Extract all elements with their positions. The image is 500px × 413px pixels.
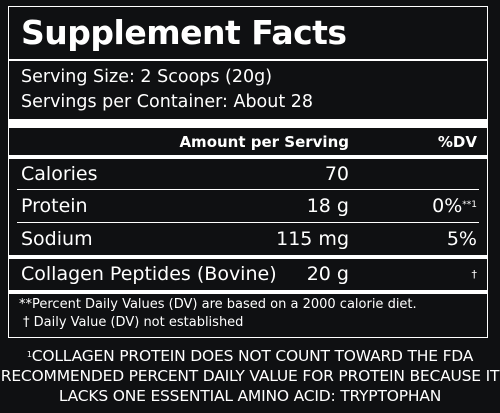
disclaimer-marker: 1 (26, 350, 32, 359)
nutrient-dv: 5% (446, 228, 477, 250)
disclaimer-line-2: RECOMMENDED PERCENT DAILY VALUE FOR PROT… (0, 367, 500, 385)
servings-per-container: Servings per Container: About 28 (21, 92, 314, 112)
nutrient-amount: 20 g (306, 263, 349, 285)
nutrient-amount: 18 g (306, 195, 349, 217)
footnote-percent-dv: **Percent Daily Values (DV) are based on… (19, 297, 417, 312)
nutrient-row-collagen: Collagen Peptides (Bovine) 20 g † (9, 260, 487, 288)
serving-size: Serving Size: 2 Scoops (20g) (21, 67, 273, 87)
row-divider (17, 222, 479, 223)
footnote-divider (9, 290, 487, 294)
dv-footnote-mark: **1 (462, 200, 477, 210)
header-divider (9, 155, 487, 159)
panel-title: Supplement Facts (21, 13, 347, 52)
row-divider (17, 189, 479, 190)
nutrient-label: Collagen Peptides (Bovine) (21, 263, 277, 285)
section-divider (9, 255, 487, 259)
dv-dagger-mark: † (471, 268, 478, 281)
nutrient-row-protein: Protein 18 g 0%**1 (9, 192, 487, 220)
dv-header: %DV (437, 133, 477, 151)
supplement-facts-panel: Supplement Facts Serving Size: 2 Scoops … (8, 6, 488, 338)
nutrient-row-sodium: Sodium 115 mg 5% (9, 225, 487, 253)
dv-value: 0% (432, 195, 463, 217)
thick-divider (9, 119, 487, 128)
title-divider (9, 59, 487, 61)
nutrient-label: Sodium (21, 228, 93, 250)
nutrient-amount: 115 mg (276, 228, 349, 250)
disclaimer-line-1: 1COLLAGEN PROTEIN DOES NOT COUNT TOWARD … (26, 347, 474, 365)
nutrient-amount: 70 (324, 163, 349, 185)
nutrient-row-calories: Calories 70 (9, 160, 487, 188)
nutrient-label: Calories (21, 163, 98, 185)
nutrient-label: Protein (21, 195, 88, 217)
amount-per-serving-header: Amount per Serving (179, 133, 349, 151)
nutrient-dv: 0%**1 (432, 195, 477, 217)
footnote-dv-not-established: † Daily Value (DV) not established (23, 315, 244, 330)
collagen-protein-disclaimer: 1COLLAGEN PROTEIN DOES NOT COUNT TOWARD … (0, 346, 500, 406)
disclaimer-line-3: LACKS ONE ESSENTIAL AMINO ACID: TRYPTOPH… (58, 387, 442, 405)
